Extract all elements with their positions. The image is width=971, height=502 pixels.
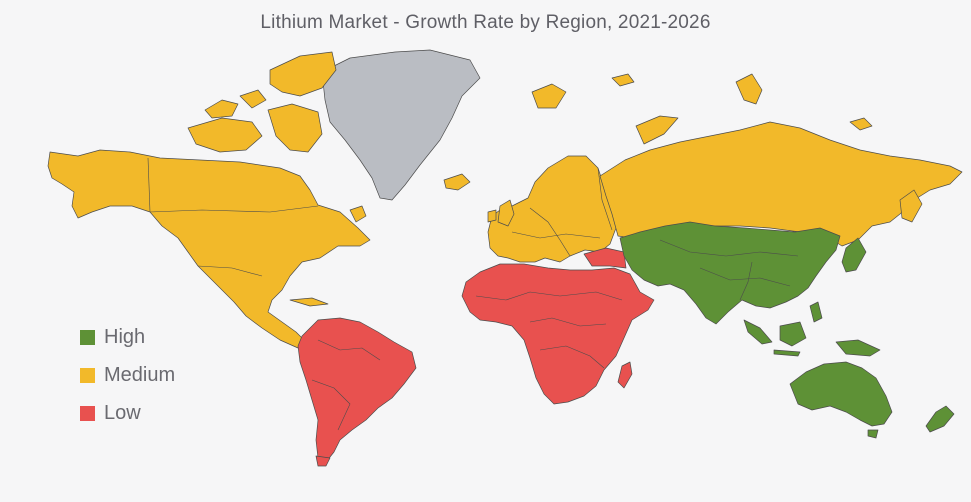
legend-item-medium: Medium xyxy=(80,356,175,394)
legend-label-low: Low xyxy=(104,401,141,424)
legend-label-high: High xyxy=(104,325,146,348)
legend-item-low: Low xyxy=(80,394,175,432)
border-asia-3 xyxy=(739,261,753,301)
border-us-canada xyxy=(149,205,319,213)
island-great-britain xyxy=(497,199,515,227)
island-japan xyxy=(841,237,867,273)
legend-item-high: High xyxy=(80,318,175,356)
island-novaya-zemlya xyxy=(635,115,679,145)
region-africa xyxy=(461,263,655,405)
island-borneo xyxy=(779,321,807,347)
border-asia-1 xyxy=(659,239,799,257)
island-tierra-del-fuego xyxy=(315,455,331,467)
border-russia-europe xyxy=(597,167,613,231)
island-tasmania xyxy=(867,429,879,439)
island-new-siberian xyxy=(849,117,873,131)
island-philippines xyxy=(809,301,823,323)
region-australia xyxy=(789,361,893,427)
legend-label-medium: Medium xyxy=(104,363,176,386)
border-us-mexico xyxy=(197,265,263,277)
border-sa-1 xyxy=(317,339,381,361)
legend-swatch-high xyxy=(80,329,95,345)
region-south-america xyxy=(297,317,417,463)
border-africa-1 xyxy=(475,291,623,301)
island-svalbard xyxy=(531,83,567,109)
island-canadian-arctic xyxy=(269,51,337,97)
island-cuba xyxy=(289,297,329,307)
island-sakhalin-kamchatka xyxy=(899,189,923,223)
region-middle-east xyxy=(583,247,627,269)
island-baffin xyxy=(267,103,323,153)
legend: High Medium Low xyxy=(80,318,175,432)
island-ireland xyxy=(487,209,497,223)
island-new-guinea xyxy=(835,339,881,357)
border-europe-1 xyxy=(529,207,571,257)
island-franz-josef xyxy=(611,73,635,87)
map-title: Lithium Market - Growth Rate by Region, … xyxy=(260,12,711,33)
region-north-america xyxy=(47,149,371,349)
border-europe-2 xyxy=(511,231,601,239)
island-sumatra xyxy=(743,319,773,345)
region-greenland xyxy=(321,49,481,201)
region-russia xyxy=(599,121,963,247)
island-arctic-small-1 xyxy=(204,99,239,119)
island-arctic-small-2 xyxy=(239,89,267,109)
region-asia-pacific xyxy=(619,221,841,325)
island-madagascar xyxy=(617,361,633,389)
island-iceland xyxy=(443,173,471,191)
border-sa-2 xyxy=(311,379,351,431)
border-alaska xyxy=(147,157,151,213)
island-java xyxy=(773,349,801,357)
border-africa-3 xyxy=(539,345,605,369)
border-asia-2 xyxy=(699,267,791,287)
island-arctic-west xyxy=(187,117,263,153)
legend-swatch-low xyxy=(80,405,95,421)
island-new-zealand xyxy=(925,405,955,433)
border-africa-2 xyxy=(529,317,607,327)
legend-swatch-medium xyxy=(80,367,95,383)
island-severnaya xyxy=(735,73,763,105)
island-newfoundland xyxy=(349,205,367,223)
